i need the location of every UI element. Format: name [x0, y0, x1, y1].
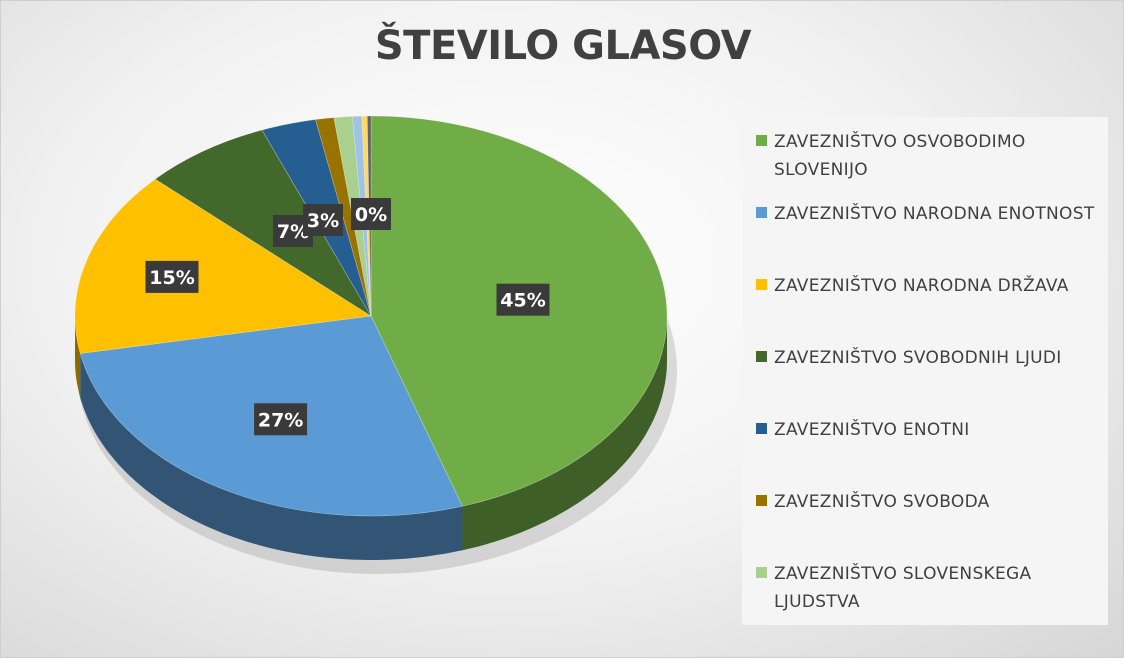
legend-swatch: [756, 423, 767, 434]
legend-label: ZAVEZNIŠTVO NARODNA DRŽAVA: [774, 276, 1069, 296]
legend-swatch: [756, 351, 767, 362]
data-label-text-1: 27%: [258, 409, 303, 431]
legend-item: ZAVEZNIŠTVO SVOBODNIH LJUDI: [752, 337, 1108, 409]
data-label-2: 15%: [145, 260, 199, 293]
legend-label: ZAVEZNIŠTVO SLOVENSKEGA LJUDSTVA: [774, 564, 1032, 612]
data-label-box-1: [254, 403, 308, 436]
data-label-8: 0%: [351, 198, 391, 230]
pie-slice-side-2: [75, 316, 81, 398]
legend-swatch: [756, 567, 767, 578]
data-label-box-2: [145, 260, 199, 293]
data-label-text-3: 7%: [277, 221, 309, 243]
pie-slice-side-1: [80, 353, 463, 560]
data-label-text-2: 15%: [149, 267, 194, 289]
pie-slice-3: [154, 129, 372, 317]
chart-title: ŠTEVILO GLASOV: [374, 23, 752, 69]
legend-swatch: [756, 279, 767, 290]
legend-label: ZAVEZNIŠTVO SVOBODNIH LJUDI: [774, 348, 1062, 368]
data-label-text-8: 0%: [355, 204, 387, 226]
data-label-box-0: [496, 283, 550, 316]
legend-item: ZAVEZNIŠTVO SVOBODA: [752, 481, 1108, 553]
data-label-4: 3%: [303, 204, 343, 236]
data-label-1: 27%: [254, 403, 308, 436]
pie-slice-side-0: [462, 316, 667, 551]
pie-slice-2: [74, 178, 372, 354]
legend-label: ZAVEZNIŠTVO SVOBODA: [774, 492, 990, 512]
legend-item: ZAVEZNIŠTVO NARODNA ENOTNOST: [752, 193, 1108, 265]
data-label-box-4: [303, 204, 343, 236]
legend-label: ZAVEZNIŠTVO NARODNA ENOTNOST: [774, 204, 1095, 224]
legend-swatch: [756, 135, 767, 146]
data-label-box-8: [351, 198, 391, 230]
legend-label: ZAVEZNIŠTVO ENOTNI: [774, 420, 970, 440]
pie-slice-5: [315, 117, 372, 317]
data-label-text-4: 3%: [307, 210, 339, 232]
legend-item: ZAVEZNIŠTVO NARODNA DRŽAVA: [752, 265, 1108, 337]
legend: ZAVEZNIŠTVO OSVOBODIMO SLOVENIJO ZAVEZNIŠ…: [742, 117, 1108, 625]
legend-item: ZAVEZNIŠTVO ENOTNI: [752, 409, 1108, 481]
legend-swatch: [756, 207, 767, 218]
data-label-0: 45%: [496, 283, 550, 316]
legend-label: ZAVEZNIŠTVO OSVOBODIMO SLOVENIJO: [774, 132, 1026, 180]
legend-item: ZAVEZNIŠTVO OSVOBODIMO SLOVENIJO: [752, 121, 1108, 193]
legend-swatch: [756, 495, 767, 506]
data-label-text-0: 45%: [500, 290, 545, 312]
legend-item: ZAVEZNIŠTVO SLOVENSKEGA LJUDSTVA: [752, 553, 1108, 625]
